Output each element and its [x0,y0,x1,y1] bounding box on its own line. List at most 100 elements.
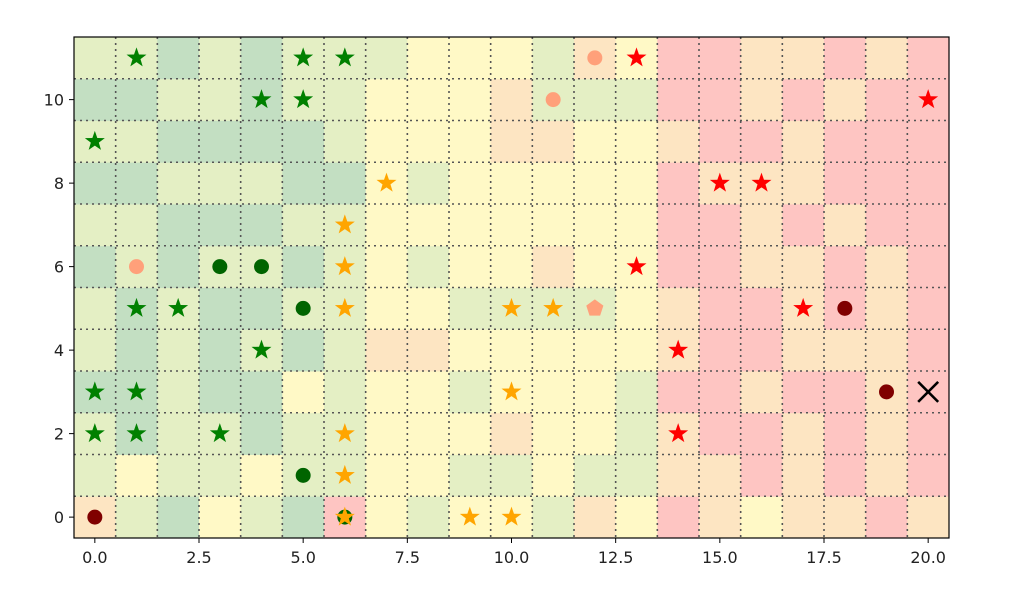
heatmap-cell [865,496,908,539]
heatmap-cell [657,245,700,288]
heatmap-cell [240,454,283,497]
circle-marker [87,509,103,525]
heatmap-cell [824,371,867,414]
heatmap-cell [199,329,242,372]
heatmap-cell [907,454,950,497]
star-marker [209,423,230,443]
x-tick-label: 15.0 [702,548,738,567]
circle-marker [837,300,853,316]
heatmap-cell [115,496,158,539]
heatmap-cell [157,496,200,539]
heatmap-cell [907,496,950,539]
heatmap-cell [240,496,283,539]
y-axis: 0 2 4 6 8 10 [44,91,74,527]
heatmap-cell [157,245,200,288]
heatmap-cell [199,204,242,247]
heatmap-cell [907,162,950,205]
heatmap-cell [407,37,450,80]
heatmap-cell [699,371,742,414]
heatmap-cell [240,412,283,455]
heatmap-cell [240,204,283,247]
heatmap-cell [240,37,283,80]
heatmap-cell [740,78,783,121]
heatmap-cell [115,78,158,121]
heatmap-cell [907,412,950,455]
heatmap-cell [449,329,492,372]
heatmap-cell [407,454,450,497]
star-marker [334,214,355,234]
heatmap-cell [574,412,617,455]
x-tick-label: 17.5 [806,548,842,567]
heatmap-cell [449,287,492,330]
star-marker [293,89,314,109]
heatmap-cell [532,371,575,414]
background-heatmap [74,37,950,539]
heatmap-cell [740,287,783,330]
heatmap-cell [699,120,742,163]
heatmap-cell [240,287,283,330]
heatmap-cell [657,371,700,414]
heatmap-cell [74,287,117,330]
star-marker [126,297,147,317]
y-tick-label: 8 [54,174,64,193]
heatmap-cell [824,454,867,497]
heatmap-cell [699,454,742,497]
heatmap-cell [365,412,408,455]
heatmap-cell [782,454,825,497]
heatmap-cell [907,287,950,330]
star-marker [751,172,772,192]
heatmap-cell [365,371,408,414]
heatmap-cell [74,454,117,497]
star-marker [501,506,522,526]
heatmap-cell [407,204,450,247]
star-marker [334,297,355,317]
data-markers [84,47,940,526]
circle-marker [295,300,311,316]
heatmap-cell [157,412,200,455]
heatmap-cell [157,204,200,247]
star-marker [84,423,105,443]
x-tick-label: 2.5 [186,548,211,567]
y-tick-label: 10 [44,91,64,110]
star-marker [501,297,522,317]
heatmap-cell [824,412,867,455]
heatmap-cell [365,245,408,288]
heatmap-cell [574,454,617,497]
x-tick-label: 0.0 [82,548,107,567]
gridlines [74,37,949,538]
star-marker [501,381,522,401]
heatmap-cell [199,371,242,414]
heatmap-cell [240,162,283,205]
heatmap-cell [74,162,117,205]
heatmap-cell [490,162,533,205]
heatmap-cell [574,329,617,372]
circle-marker [212,259,228,275]
heatmap-cell [199,496,242,539]
heatmap-cell [449,245,492,288]
heatmap-cell [282,329,325,372]
heatmap-cell [490,120,533,163]
heatmap-cell [782,245,825,288]
star-marker [918,89,939,109]
heatmap-cell [449,162,492,205]
heatmap-cell [865,204,908,247]
heatmap-cell [199,37,242,80]
heatmap-cell [824,162,867,205]
heatmap-cell [657,162,700,205]
heatmap-cell [365,78,408,121]
heatmap-cell [407,287,450,330]
heatmap-cell [490,78,533,121]
heatmap-cell [407,371,450,414]
heatmap-cell [574,78,617,121]
heatmap-cell [74,37,117,80]
y-tick-label: 6 [54,258,64,277]
x-axis: 0.0 2.5 5.0 7.5 10.0 12.5 15.0 17.5 20.0 [82,538,946,567]
heatmap-cell [532,329,575,372]
heatmap-cell [282,204,325,247]
heatmap-cell [657,454,700,497]
heatmap-cell [615,78,658,121]
heatmap-cell [782,329,825,372]
heatmap-cell [740,204,783,247]
heatmap-cell [240,371,283,414]
circle-marker [254,259,269,275]
